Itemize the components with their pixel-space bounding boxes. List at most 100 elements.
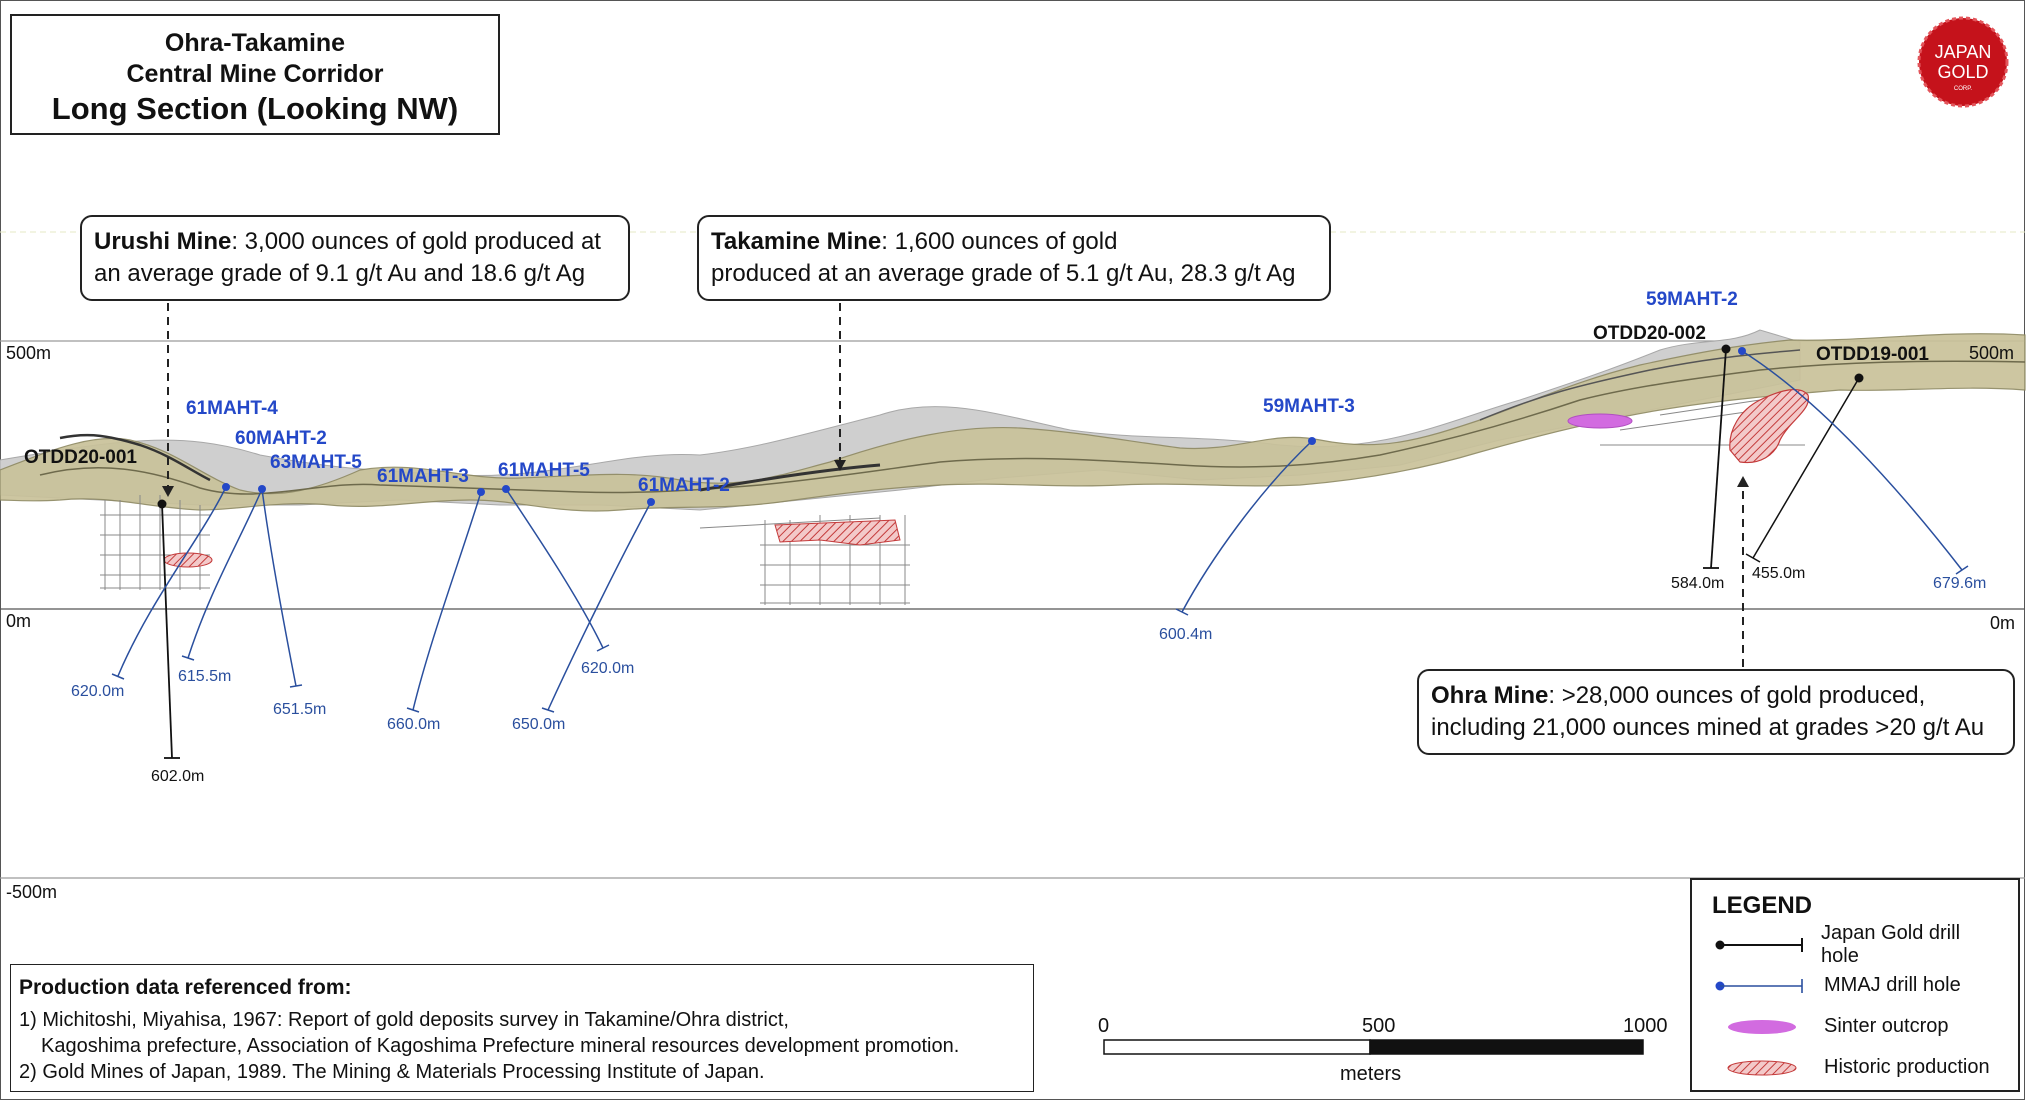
depth-otdd20-002: 584.0m — [1671, 575, 1725, 592]
ohra-mine-text-2: including 21,000 ounces mined at grades … — [1431, 714, 1985, 741]
scale-label-1000: 1000 — [1623, 1015, 1668, 1037]
collar-otdd19-001 — [1854, 373, 1864, 383]
reference-1-line-2: Kagoshima prefecture, Association of Kag… — [41, 1035, 960, 1057]
references-heading: Production data referenced from: — [19, 976, 352, 999]
urushi-mine-text-2: an average grade of 9.1 g/t Au and 18.6 … — [94, 260, 586, 287]
collar-otdd20-002 — [1721, 344, 1731, 354]
drill-hole-61maht-5 — [505, 488, 604, 649]
svg-text:JAPAN: JAPAN — [1935, 42, 1992, 62]
elevation-label-minus500m: -500m — [6, 882, 58, 902]
ohra-historic-production — [1729, 388, 1809, 464]
scale-bar-white — [1103, 1039, 1371, 1055]
collar-61maht-3 — [477, 488, 485, 496]
legend-label-sinter: Sinter outcrop — [1824, 1015, 1949, 1037]
urushi-mine-callout: Urushi Mine: 3,000 ounces of gold produc… — [80, 215, 630, 301]
collar-otdd20-001 — [157, 499, 167, 509]
ohra-sinter-outcrop — [1567, 413, 1633, 429]
collar-61maht-4 — [222, 483, 230, 491]
reference-1-line-1: 1) Michitoshi, Miyahisa, 1967: Report of… — [19, 1009, 789, 1031]
label-61maht-3: 61MAHT-3 — [377, 466, 469, 487]
depth-60maht-2: 615.5m — [178, 668, 232, 685]
legend-heading: LEGEND — [1712, 892, 1813, 919]
label-59maht-2: 59MAHT-2 — [1646, 289, 1738, 310]
ohra-mine-callout: Ohra Mine: >28,000 ounces of gold produc… — [1417, 669, 2015, 755]
title-line-3: Long Section (Looking NW) — [51, 91, 459, 126]
urushi-mine-name: Urushi Mine — [94, 228, 232, 255]
elevation-label-0m-right: 0m — [1990, 613, 2016, 633]
takamine-mine-name: Takamine Mine — [711, 228, 882, 255]
historic-production-icon — [1727, 1060, 1797, 1075]
label-otdd20-001: OTDD20-001 — [24, 447, 137, 468]
scale-unit-label: meters — [1340, 1063, 1402, 1085]
collar-61maht-5 — [502, 485, 510, 493]
title-line-1: Ohra-Takamine — [164, 29, 346, 57]
legend-item-japan-gold: Japan Gold drill hole — [1712, 921, 1998, 967]
takamine-historic-production — [774, 519, 901, 546]
label-61maht-5: 61MAHT-5 — [498, 460, 590, 481]
drill-hole-61maht-2 — [547, 501, 652, 711]
legend-box: LEGEND Japan Gold drill hole MMAJ drill … — [1690, 878, 2020, 1092]
legend-label-mmaj: MMAJ drill hole — [1824, 974, 1961, 996]
label-59maht-3: 59MAHT-3 — [1263, 396, 1355, 417]
drill-hole-61maht-3 — [412, 491, 482, 711]
japan-gold-logo: JAPAN GOLD CORP. — [1917, 16, 2009, 108]
takamine-mine-callout: Takamine Mine: 1,600 ounces of gold prod… — [697, 215, 1331, 301]
depth-otdd20-001: 602.0m — [151, 768, 205, 785]
ohra-mine-name: Ohra Mine — [1431, 682, 1549, 709]
scale-bar-black — [1369, 1039, 1644, 1055]
scale-label-0: 0 — [1098, 1015, 1110, 1037]
label-63maht-5: 63MAHT-5 — [270, 452, 362, 473]
label-61maht-2: 61MAHT-2 — [638, 475, 730, 496]
drill-hole-59maht-2 — [1741, 350, 1963, 571]
title-line-2: Central Mine Corridor — [126, 60, 384, 88]
collar-60maht-2 — [258, 485, 266, 493]
urushi-workings — [100, 495, 210, 590]
drill-hole-59maht-3 — [1181, 440, 1313, 613]
ohra-mine-text: : >28,000 ounces of gold produced, — [1548, 682, 1926, 709]
title-box: Ohra-Takamine Central Mine Corridor Long… — [10, 14, 500, 135]
depth-61maht-4: 620.0m — [71, 683, 125, 700]
sinter-outcrop-icon — [1728, 1019, 1796, 1034]
black-drill-hole-symbol-icon — [1715, 937, 1803, 952]
reference-2: 2) Gold Mines of Japan, 1989. The Mining… — [19, 1061, 765, 1083]
depth-61maht-2: 650.0m — [512, 716, 566, 733]
collar-61maht-2 — [647, 498, 655, 506]
drill-hole-otdd20-001 — [161, 503, 180, 759]
blue-drill-hole-symbol-icon — [1715, 978, 1803, 993]
drill-hole-61maht-4 — [117, 486, 227, 677]
depth-otdd19-001: 455.0m — [1752, 565, 1806, 582]
drill-hole-otdd20-002 — [1703, 348, 1727, 569]
elevation-label-500m: 500m — [6, 343, 52, 363]
collar-59maht-2 — [1738, 347, 1746, 355]
legend-item-historic: Historic production — [1712, 1047, 1998, 1088]
drill-hole-60maht-2 — [187, 488, 263, 659]
legend-item-mmaj: MMAJ drill hole — [1712, 965, 1998, 1006]
drill-hole-otdd19-001 — [1745, 377, 1860, 563]
references-box: Production data referenced from: 1) Mich… — [10, 964, 1034, 1092]
label-otdd20-002: OTDD20-002 — [1593, 323, 1706, 344]
label-otdd19-001: OTDD19-001 — [1816, 344, 1929, 365]
depth-59maht-3: 600.4m — [1159, 626, 1213, 643]
elevation-label-0m: 0m — [6, 611, 32, 631]
takamine-mine-text-2: produced at an average grade of 5.1 g/t … — [711, 260, 1296, 287]
depth-63maht-5: 651.5m — [273, 701, 327, 718]
urushi-historic-production — [163, 552, 213, 568]
scale-label-500: 500 — [1362, 1015, 1396, 1037]
elevation-label-500m-right: 500m — [1969, 343, 2015, 363]
label-61maht-4: 61MAHT-4 — [186, 398, 278, 419]
depth-61maht-5: 620.0m — [581, 660, 635, 677]
urushi-mine-text: : 3,000 ounces of gold produced at — [231, 228, 601, 255]
svg-text:GOLD: GOLD — [1937, 62, 1988, 82]
takamine-mine-text: : 1,600 ounces of gold — [881, 228, 1118, 255]
depth-61maht-3: 660.0m — [387, 716, 441, 733]
legend-label-historic: Historic production — [1824, 1056, 1990, 1078]
legend-label-japan-gold: Japan Gold drill hole — [1821, 921, 1961, 967]
svg-text:CORP.: CORP. — [1954, 86, 1973, 92]
depth-59maht-2: 679.6m — [1933, 575, 1987, 592]
collar-59maht-3 — [1308, 437, 1316, 445]
terrain-surface — [0, 333, 2026, 512]
legend-item-sinter: Sinter outcrop — [1712, 1006, 1998, 1047]
drill-hole-63maht-5 — [261, 488, 297, 687]
